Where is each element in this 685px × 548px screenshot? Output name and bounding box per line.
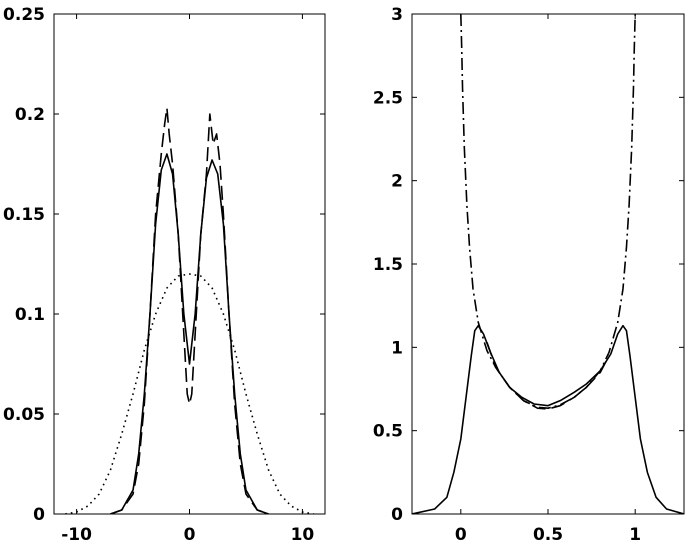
series-dashed-line [110, 107, 269, 514]
series-dashed-line [486, 342, 610, 410]
chart-panel-1: -10 0 10 0 0.05 0.1 0.15 0.2 0.25 [3, 5, 326, 545]
axes-box [411, 13, 685, 515]
x-tick-label: 10 [291, 525, 315, 545]
axes-box [53, 13, 326, 515]
x-tick-label: 0 [455, 525, 467, 545]
series-dashdot-line [460, 14, 636, 409]
y-tick-label: 1 [391, 338, 403, 358]
x-tick-label: 1 [629, 525, 641, 545]
y-tick-label: 0 [391, 505, 403, 525]
y-tick-label: 0.25 [3, 5, 45, 25]
y-tick-label: 0.5 [373, 422, 403, 442]
y-tick-label: 1.5 [373, 255, 403, 275]
series-dotted-line [65, 273, 314, 514]
y-tick-label: 0.15 [3, 205, 45, 225]
series-solid-line [412, 324, 684, 514]
x-tick-label: 0 [184, 525, 196, 545]
x-tick-label: -10 [61, 525, 92, 545]
y-tick-label: 2 [391, 172, 403, 192]
y-tick-label: 0.1 [15, 305, 45, 325]
y-tick-label: 0.05 [3, 405, 45, 425]
x-tick-label: 0.5 [533, 525, 563, 545]
y-tick-label: 2.5 [373, 88, 403, 108]
series-solid-line [110, 153, 269, 514]
chart-panel-2: 0 0.5 1 0 0.5 1 1.5 2 2.5 3 [373, 5, 685, 545]
y-tick-label: 0.2 [15, 105, 45, 125]
y-tick-label: 0 [33, 505, 45, 525]
y-tick-label: 3 [391, 5, 403, 25]
